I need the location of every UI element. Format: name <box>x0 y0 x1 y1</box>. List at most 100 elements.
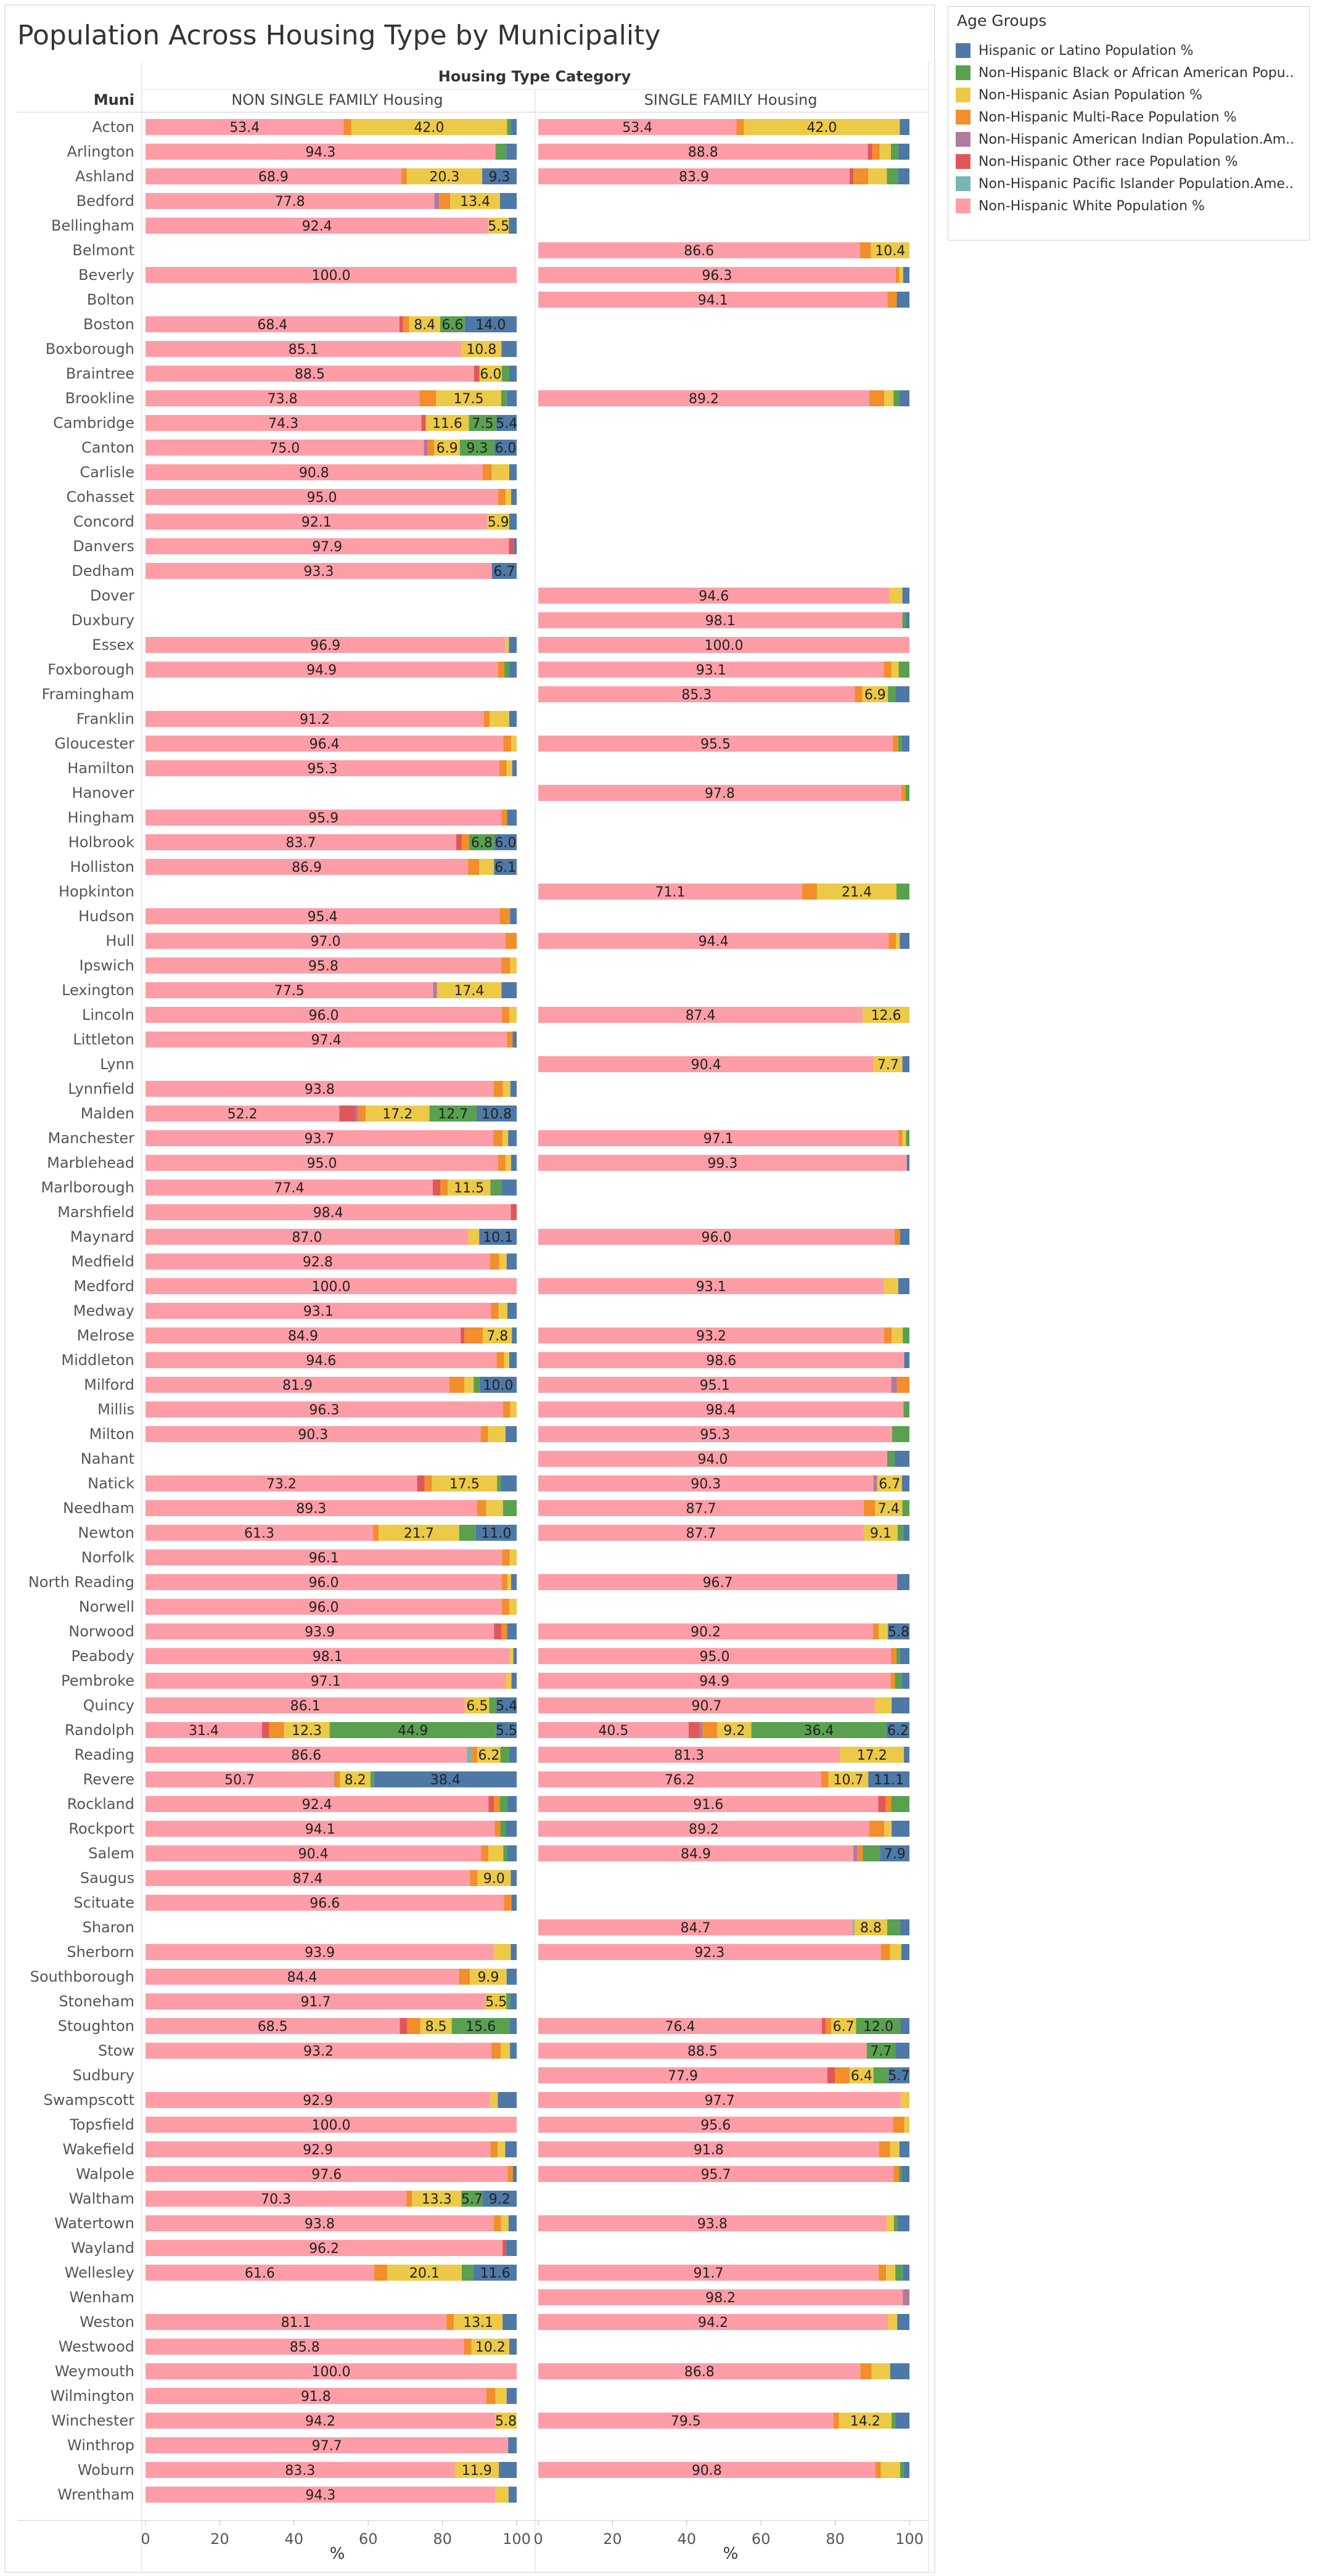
bar-segment-white-sf[interactable] <box>538 144 868 160</box>
bar-segment-asian-nsf[interactable] <box>471 2339 509 2355</box>
bar-segment-white-sf[interactable] <box>538 1007 863 1023</box>
bar-segment-asian-nsf[interactable] <box>490 711 509 727</box>
bar-segment-white-nsf[interactable] <box>146 1007 502 1023</box>
bar-segment-white-nsf[interactable] <box>146 711 485 727</box>
bar-segment-black-nsf[interactable] <box>461 2191 483 2207</box>
bar-segment-asian-sf[interactable] <box>877 1475 902 1491</box>
bar-segment-white-nsf[interactable] <box>146 2363 517 2379</box>
bar-segment-asian-nsf[interactable] <box>491 464 509 480</box>
bar-segment-hispanic-nsf[interactable] <box>509 218 517 234</box>
bar-segment-other-sf[interactable] <box>688 1722 700 1738</box>
bar-segment-hispanic-nsf[interactable] <box>506 390 517 406</box>
bar-segment-multi-nsf[interactable] <box>481 1845 489 1861</box>
bar-segment-white-nsf[interactable] <box>146 1377 450 1393</box>
bar-segment-white-sf[interactable] <box>538 662 884 678</box>
bar-segment-asian-nsf[interactable] <box>509 1007 517 1023</box>
bar-segment-multi-sf[interactable] <box>869 1821 885 1837</box>
bar-segment-black-nsf[interactable] <box>461 2265 474 2281</box>
bar-segment-amind-sf[interactable] <box>903 2289 909 2305</box>
bar-segment-white-nsf[interactable] <box>146 2487 496 2503</box>
bar-segment-asian-sf[interactable] <box>889 588 903 604</box>
bar-segment-asian-nsf[interactable] <box>499 1253 507 1270</box>
bar-segment-multi-nsf[interactable] <box>501 1574 507 1590</box>
bar-segment-multi-nsf[interactable] <box>501 1623 507 1639</box>
bar-segment-hispanic-sf[interactable] <box>901 1673 909 1689</box>
bar-segment-hispanic-nsf[interactable] <box>509 2018 517 2034</box>
bar-segment-white-sf[interactable] <box>538 612 903 628</box>
bar-segment-other-nsf[interactable] <box>339 1105 356 1122</box>
bar-segment-multi-nsf[interactable] <box>498 489 506 505</box>
bar-segment-multi-nsf[interactable] <box>499 760 507 776</box>
bar-segment-black-sf[interactable] <box>898 662 909 678</box>
bar-segment-hispanic-nsf[interactable] <box>509 366 517 382</box>
bar-segment-asian-nsf[interactable] <box>507 1574 511 1590</box>
bar-segment-black-sf[interactable] <box>866 2043 896 2059</box>
bar-segment-white-nsf[interactable] <box>146 760 499 776</box>
bar-segment-asian-nsf[interactable] <box>506 760 512 776</box>
legend-item[interactable]: Non-Hispanic Pacific Islander Population… <box>956 174 1305 193</box>
bar-segment-other-nsf[interactable] <box>511 1204 517 1220</box>
bar-segment-white-sf[interactable] <box>538 2462 876 2478</box>
bar-segment-hispanic-sf[interactable] <box>906 1155 909 1171</box>
bar-segment-asian-sf[interactable] <box>817 884 896 900</box>
bar-segment-hispanic-nsf[interactable] <box>494 859 517 875</box>
bar-segment-hispanic-sf[interactable] <box>897 2215 909 2231</box>
bar-segment-multi-nsf[interactable] <box>439 193 451 209</box>
bar-segment-black-sf[interactable] <box>887 1451 895 1467</box>
bar-segment-asian-sf[interactable] <box>854 1919 887 1935</box>
bar-segment-multi-sf[interactable] <box>875 2462 881 2478</box>
bar-segment-hispanic-nsf[interactable] <box>482 2191 517 2207</box>
bar-segment-hispanic-sf[interactable] <box>897 2314 909 2330</box>
bar-segment-multi-nsf[interactable] <box>358 1105 366 1122</box>
bar-segment-black-sf[interactable] <box>751 1722 887 1738</box>
bar-segment-asian-nsf[interactable] <box>483 1327 512 1343</box>
bar-segment-hispanic-sf[interactable] <box>896 292 909 308</box>
bar-segment-other-nsf[interactable] <box>461 1327 465 1343</box>
bar-segment-white-sf[interactable] <box>538 637 909 653</box>
bar-segment-white-sf[interactable] <box>538 2289 903 2305</box>
bar-segment-hispanic-nsf[interactable] <box>511 1895 517 1911</box>
bar-segment-white-nsf[interactable] <box>146 1327 461 1343</box>
bar-segment-black-sf[interactable] <box>863 1845 880 1861</box>
bar-segment-hispanic-sf[interactable] <box>903 267 909 283</box>
bar-segment-multi-sf[interactable] <box>887 292 897 308</box>
bar-segment-other-sf[interactable] <box>868 144 872 160</box>
bar-segment-other-nsf[interactable] <box>456 834 462 850</box>
legend-item[interactable]: Non-Hispanic Black or African American P… <box>956 64 1305 82</box>
bar-segment-hispanic-nsf[interactable] <box>509 711 517 727</box>
bar-segment-amind-sf[interactable] <box>873 1475 877 1491</box>
bar-segment-white-nsf[interactable] <box>146 1697 466 1713</box>
bar-segment-hispanic-nsf[interactable] <box>510 2043 517 2059</box>
bar-segment-multi-nsf[interactable] <box>490 2141 498 2157</box>
bar-segment-asian-nsf[interactable] <box>495 2413 517 2429</box>
bar-segment-white-sf[interactable] <box>538 1944 881 1960</box>
bar-segment-hispanic-nsf[interactable] <box>501 982 517 998</box>
bar-segment-multi-nsf[interactable] <box>491 2043 501 2059</box>
bar-segment-multi-nsf[interactable] <box>501 1007 509 1023</box>
bar-segment-asian-sf[interactable] <box>884 1821 892 1837</box>
bar-segment-black-nsf[interactable] <box>451 2018 510 2034</box>
bar-segment-multi-nsf[interactable] <box>504 1895 512 1911</box>
bar-segment-hispanic-nsf[interactable] <box>508 1130 517 1146</box>
bar-segment-white-nsf[interactable] <box>146 119 344 135</box>
bar-segment-hispanic-sf[interactable] <box>895 686 909 702</box>
legend-item[interactable]: Hispanic or Latino Population % <box>956 41 1305 60</box>
bar-segment-multi-sf[interactable] <box>860 2363 872 2379</box>
bar-segment-white-sf[interactable] <box>538 686 855 702</box>
bar-segment-hispanic-nsf[interactable] <box>496 1722 517 1738</box>
bar-segment-hispanic-nsf[interactable] <box>499 2462 517 2478</box>
bar-segment-multi-nsf[interactable] <box>491 1303 499 1319</box>
bar-segment-asian-sf[interactable] <box>899 267 903 283</box>
bar-segment-black-nsf[interactable] <box>429 1105 477 1122</box>
bar-segment-white-nsf[interactable] <box>146 440 424 456</box>
bar-segment-multi-nsf[interactable] <box>493 1081 503 1097</box>
bar-segment-hispanic-sf[interactable] <box>902 1056 909 1072</box>
bar-segment-white-nsf[interactable] <box>146 958 501 974</box>
bar-segment-asian-sf[interactable] <box>863 1525 898 1541</box>
bar-segment-white-sf[interactable] <box>538 1525 864 1541</box>
bar-segment-asian-sf[interactable] <box>871 242 909 258</box>
bar-segment-asian-sf[interactable] <box>890 2141 900 2157</box>
bar-segment-multi-nsf[interactable] <box>494 1821 501 1837</box>
bar-segment-white-sf[interactable] <box>538 1475 874 1491</box>
legend-item[interactable]: Non-Hispanic Other race Population % <box>956 152 1305 171</box>
